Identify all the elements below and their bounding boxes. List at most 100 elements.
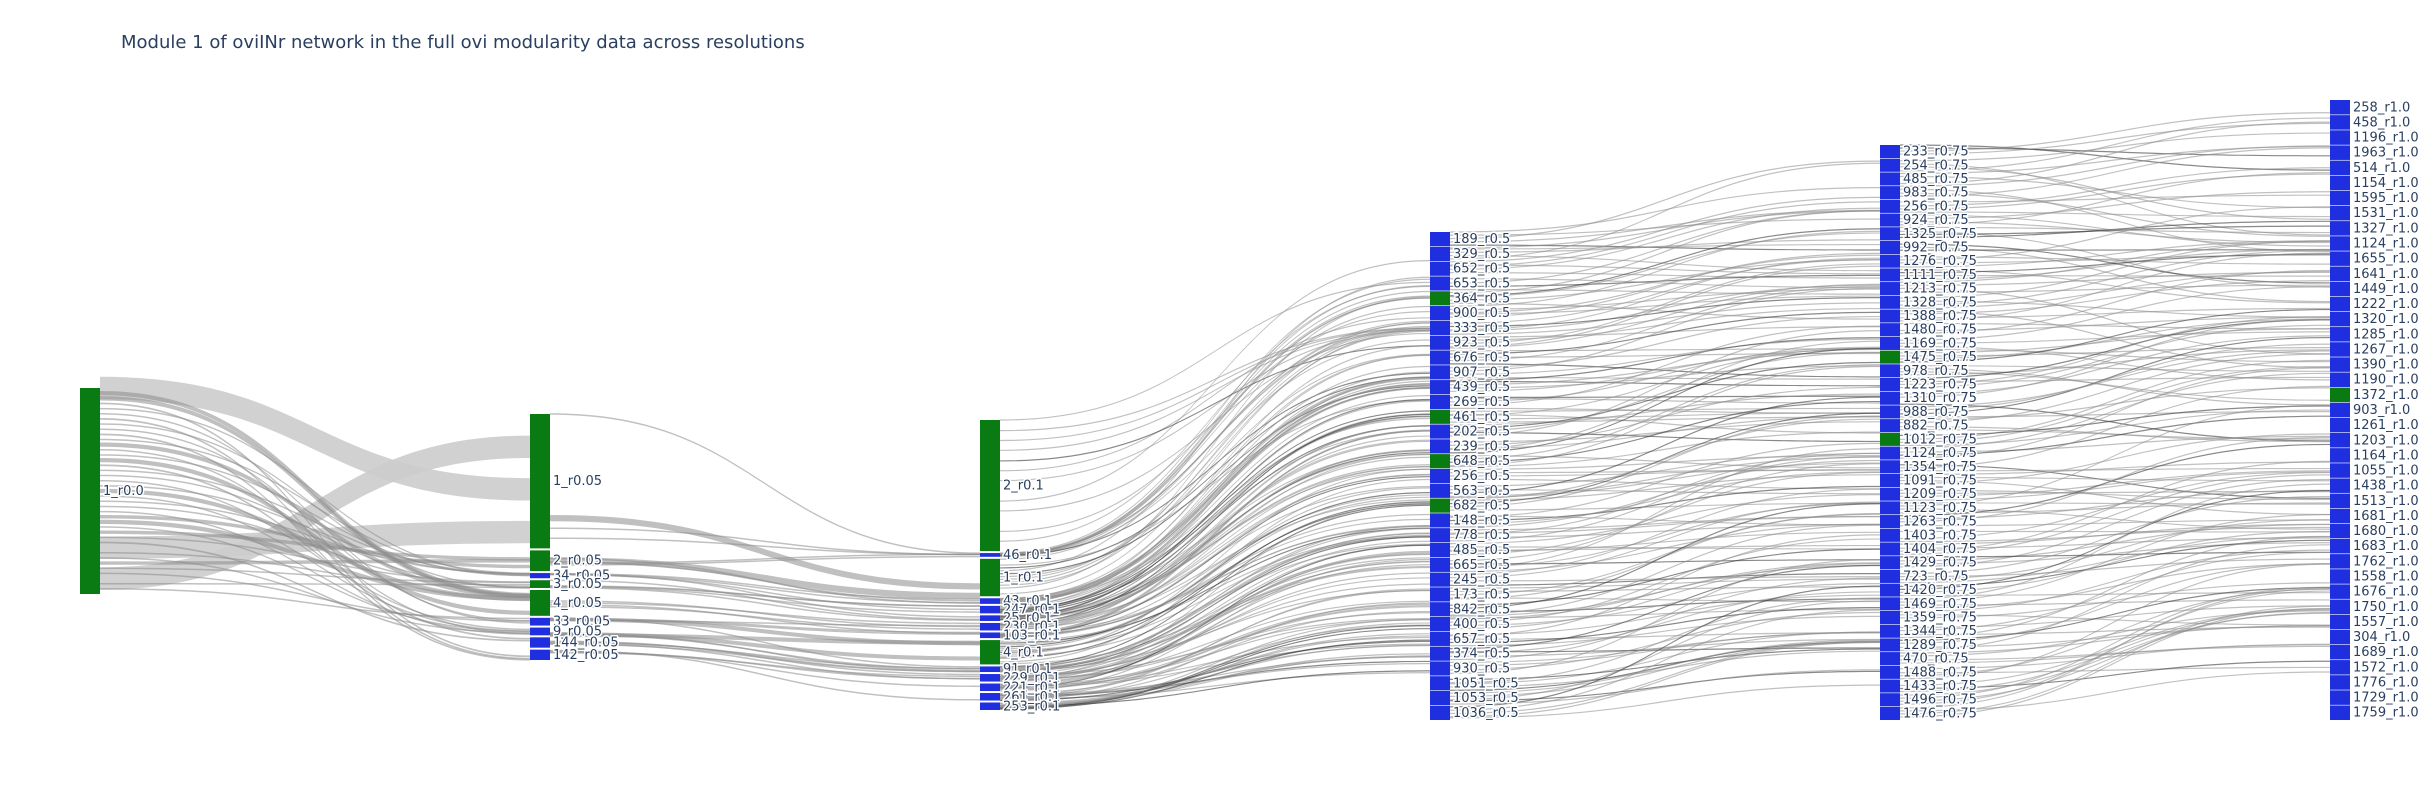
sankey-node[interactable] <box>1880 446 1900 460</box>
sankey-node[interactable] <box>1430 232 1450 247</box>
sankey-node[interactable] <box>980 605 1000 614</box>
sankey-node[interactable] <box>980 702 1000 710</box>
sankey-node[interactable] <box>980 598 1000 604</box>
sankey-node[interactable] <box>1880 240 1900 255</box>
sankey-node[interactable] <box>980 420 1000 552</box>
sankey-node[interactable] <box>1880 515 1900 529</box>
sankey-node[interactable] <box>1880 693 1900 707</box>
sankey-node[interactable] <box>1880 473 1900 488</box>
sankey-node[interactable] <box>1880 679 1900 693</box>
sankey-node[interactable] <box>530 637 550 648</box>
sankey-node[interactable] <box>1430 409 1450 424</box>
sankey-node[interactable] <box>1880 377 1900 392</box>
sankey-node[interactable] <box>1430 246 1450 262</box>
sankey-node[interactable] <box>2330 357 2350 372</box>
sankey-node[interactable] <box>80 388 100 594</box>
sankey-node[interactable] <box>1880 542 1900 556</box>
sankey-node[interactable] <box>2330 675 2350 690</box>
sankey-node[interactable] <box>2330 629 2350 645</box>
sankey-node[interactable] <box>2330 266 2350 282</box>
sankey-node[interactable] <box>980 632 1000 639</box>
sankey-node[interactable] <box>2330 690 2350 705</box>
sankey-node[interactable] <box>1880 706 1900 720</box>
sankey-node[interactable] <box>1880 610 1900 625</box>
sankey-node[interactable] <box>530 649 550 660</box>
sankey-node[interactable] <box>980 553 1000 557</box>
sankey-node[interactable] <box>530 550 550 572</box>
sankey-node[interactable] <box>1430 306 1450 321</box>
sankey-node[interactable] <box>1880 391 1900 405</box>
sankey-node[interactable] <box>1880 432 1900 446</box>
sankey-node[interactable] <box>2330 190 2350 206</box>
sankey-node[interactable] <box>1880 364 1900 378</box>
sankey-node[interactable] <box>1880 556 1900 570</box>
sankey-node[interactable] <box>1430 646 1450 661</box>
sankey-node[interactable] <box>1430 616 1450 632</box>
sankey-node[interactable] <box>2330 311 2350 327</box>
sankey-node[interactable] <box>2330 599 2350 615</box>
sankey-node[interactable] <box>1880 569 1900 583</box>
sankey-node[interactable] <box>1880 295 1900 309</box>
sankey-node[interactable] <box>2330 236 2350 251</box>
sankey-node[interactable] <box>2330 508 2350 524</box>
sankey-node[interactable] <box>1880 665 1900 679</box>
sankey-node[interactable] <box>1430 291 1450 306</box>
sankey-node[interactable] <box>2330 417 2350 433</box>
sankey-node[interactable] <box>2330 644 2350 660</box>
sankey-node[interactable] <box>2330 130 2350 145</box>
sankey-node[interactable] <box>1880 336 1900 350</box>
sankey-node[interactable] <box>2330 160 2350 176</box>
sankey-node[interactable] <box>1430 676 1450 691</box>
sankey-node[interactable] <box>980 640 1000 665</box>
sankey-node[interactable] <box>1880 487 1900 501</box>
sankey-node[interactable] <box>1880 638 1900 652</box>
sankey-node[interactable] <box>1880 145 1900 159</box>
sankey-node[interactable] <box>980 666 1000 673</box>
sankey-node[interactable] <box>2330 175 2350 191</box>
sankey-node[interactable] <box>1880 323 1900 337</box>
sankey-node[interactable] <box>2330 660 2350 675</box>
sankey-node[interactable] <box>2330 614 2350 630</box>
sankey-node[interactable] <box>530 580 550 588</box>
sankey-node[interactable] <box>980 622 1000 631</box>
sankey-node[interactable] <box>1880 158 1900 172</box>
sankey-node[interactable] <box>1430 483 1450 498</box>
sankey-node[interactable] <box>2330 387 2350 403</box>
sankey-node[interactable] <box>1430 394 1450 410</box>
sankey-node[interactable] <box>530 414 550 549</box>
sankey-node[interactable] <box>1880 528 1900 542</box>
sankey-node[interactable] <box>1430 498 1450 513</box>
sankey-node[interactable] <box>2330 296 2350 312</box>
sankey-node[interactable] <box>1430 350 1450 365</box>
sankey-node[interactable] <box>2330 372 2350 387</box>
sankey-node[interactable] <box>1880 309 1900 323</box>
sankey-node[interactable] <box>1880 268 1900 282</box>
sankey-node[interactable] <box>1430 513 1450 528</box>
sankey-node[interactable] <box>2330 100 2350 115</box>
sankey-node[interactable] <box>2330 115 2350 130</box>
sankey-node[interactable] <box>1430 542 1450 558</box>
sankey-node[interactable] <box>1880 583 1900 597</box>
sankey-node[interactable] <box>2330 584 2350 599</box>
sankey-node[interactable] <box>1430 690 1450 706</box>
sankey-node[interactable] <box>2330 538 2350 554</box>
sankey-node[interactable] <box>1430 424 1450 439</box>
sankey-node[interactable] <box>1880 624 1900 638</box>
sankey-node[interactable] <box>2330 281 2350 297</box>
sankey-node[interactable] <box>1880 199 1900 213</box>
sankey-node[interactable] <box>1430 705 1450 720</box>
sankey-node[interactable] <box>1430 528 1450 543</box>
sankey-node[interactable] <box>1430 587 1450 602</box>
sankey-node[interactable] <box>1880 213 1900 227</box>
sankey-node[interactable] <box>1430 261 1450 276</box>
sankey-node[interactable] <box>1430 468 1450 484</box>
sankey-node[interactable] <box>1430 320 1450 336</box>
sankey-node[interactable] <box>1880 419 1900 433</box>
sankey-node[interactable] <box>1880 652 1900 666</box>
sankey-node[interactable] <box>980 615 1000 621</box>
sankey-node[interactable] <box>980 683 1000 692</box>
sankey-node[interactable] <box>1430 380 1450 395</box>
sankey-node[interactable] <box>1430 572 1450 587</box>
sankey-node[interactable] <box>1430 602 1450 617</box>
sankey-node[interactable] <box>530 573 550 579</box>
